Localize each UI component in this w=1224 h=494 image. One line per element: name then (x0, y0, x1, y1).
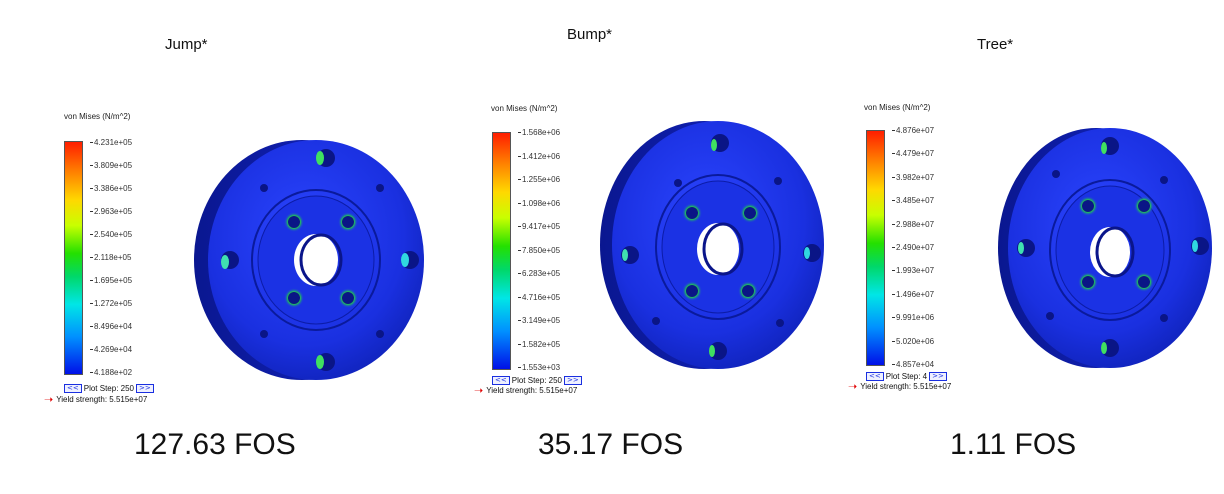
yield-strength-marker: ➝ Yield strength: 5.515e+07 (474, 384, 578, 397)
yield-strength-label: Yield strength: 5.515e+07 (860, 382, 952, 391)
tick-label: 4.269e+04 (89, 345, 133, 354)
plot-step-control: << Plot Step: 250 >> (64, 384, 154, 393)
prev-step-button[interactable]: << (866, 372, 884, 381)
yield-strength-label: Yield strength: 5.515e+07 (486, 386, 578, 395)
tick-label: 2.540e+05 (89, 230, 133, 239)
panel-title: Bump* (567, 26, 613, 43)
factor-of-safety: 127.63 FOS (134, 428, 296, 461)
arrow-right-icon: ➝ (848, 380, 858, 393)
tick-label: 2.118e+05 (89, 253, 132, 262)
tick-label: 1.272e+05 (89, 299, 133, 308)
panel-bump: Bump* von Mises (N/m^2) 1.568e+06 1.412e… (408, 0, 824, 494)
tick-label: 1.582e+05 (517, 339, 561, 349)
tick-label: 3.149e+05 (517, 316, 561, 325)
factor-of-safety: 35.17 FOS (538, 428, 684, 461)
plot-step-control: << Plot Step: 4 >> (866, 372, 947, 381)
legend-tick-labels: 4.876e+07 4.479e+07 3.982e+07 3.485e+07 … (891, 126, 966, 369)
plot-step-label: Plot Step: 250 (83, 384, 134, 393)
tick-label: 4.876e+07 (891, 126, 935, 135)
legend-tick-labels: 4.231e+05 3.809e+05 3.386e+05 2.963e+05 … (89, 138, 164, 379)
tick-label: 3.809e+05 (89, 161, 133, 170)
legend-title: von Mises (N/m^2) (491, 104, 558, 113)
flange-model-3d[interactable] (998, 120, 1220, 376)
panel-jump: Jump* von Mises (N/m^2) 4.231e+05 3.809e… (0, 0, 424, 494)
tick-label: 6.283e+05 (517, 269, 561, 278)
tick-label: 9.417e+05 (517, 222, 561, 231)
tick-label: 2.988e+07 (891, 219, 935, 229)
tick-label: 5.020e+06 (891, 336, 935, 346)
plot-step-label: Plot Step: 4 (885, 372, 928, 381)
tick-label: 8.496e+04 (89, 322, 133, 331)
arrow-right-icon: ➝ (474, 384, 484, 397)
arrow-right-icon: ➝ (44, 393, 54, 406)
tick-label: 1.496e+07 (891, 289, 935, 299)
tick-label: 1.412e+06 (517, 151, 561, 161)
tick-label: 4.188e+02 (89, 368, 133, 377)
next-step-button[interactable]: >> (136, 384, 154, 393)
next-step-button[interactable]: >> (564, 376, 582, 385)
next-step-button[interactable]: >> (929, 372, 947, 381)
panel-title: Tree* (977, 36, 1014, 53)
tick-label: 1.993e+07 (891, 266, 935, 276)
tick-label: 1.098e+06 (517, 198, 561, 208)
factor-of-safety: 1.11 FOS (950, 428, 1077, 461)
color-bar (866, 130, 885, 366)
tick-label: 1.553e+03 (517, 363, 561, 372)
tick-label: 3.485e+07 (891, 196, 935, 206)
flange-model-3d[interactable] (600, 115, 836, 377)
tick-label: 4.857e+04 (891, 360, 935, 369)
tick-label: 9.991e+06 (891, 313, 935, 323)
color-bar (64, 141, 83, 375)
panel-title: Jump* (165, 36, 208, 53)
yield-strength-label: Yield strength: 5.515e+07 (56, 395, 148, 404)
tick-label: 1.255e+06 (517, 175, 561, 184)
panel-tree: Tree* von Mises (N/m^2) 4.876e+07 4.479e… (816, 0, 1224, 494)
tick-label: 1.568e+06 (517, 128, 561, 137)
yield-strength-marker: ➝ Yield strength: 5.515e+07 (848, 380, 952, 393)
tick-label: 4.231e+05 (89, 138, 133, 147)
legend-tick-labels: 1.568e+06 1.412e+06 1.255e+06 1.098e+06 … (517, 128, 592, 372)
tick-label: 3.386e+05 (89, 184, 133, 193)
prev-step-button[interactable]: << (492, 376, 510, 385)
tick-label: 4.479e+07 (891, 149, 935, 159)
prev-step-button[interactable]: << (64, 384, 82, 393)
tick-label: 1.695e+05 (89, 276, 133, 285)
tick-label: 3.982e+07 (891, 172, 935, 182)
tick-label: 7.850e+05 (517, 245, 561, 255)
plot-step-control: << Plot Step: 250 >> (492, 376, 582, 385)
legend-title: von Mises (N/m^2) (64, 112, 131, 121)
tick-label: 2.490e+07 (891, 243, 935, 252)
flange-model-3d[interactable] (190, 130, 430, 390)
color-bar (492, 132, 511, 370)
yield-strength-marker: ➝ Yield strength: 5.515e+07 (44, 393, 148, 406)
plot-step-label: Plot Step: 250 (511, 376, 562, 385)
legend-title: von Mises (N/m^2) (864, 103, 931, 112)
tick-label: 2.963e+05 (89, 207, 133, 216)
tick-label: 4.716e+05 (517, 292, 561, 302)
